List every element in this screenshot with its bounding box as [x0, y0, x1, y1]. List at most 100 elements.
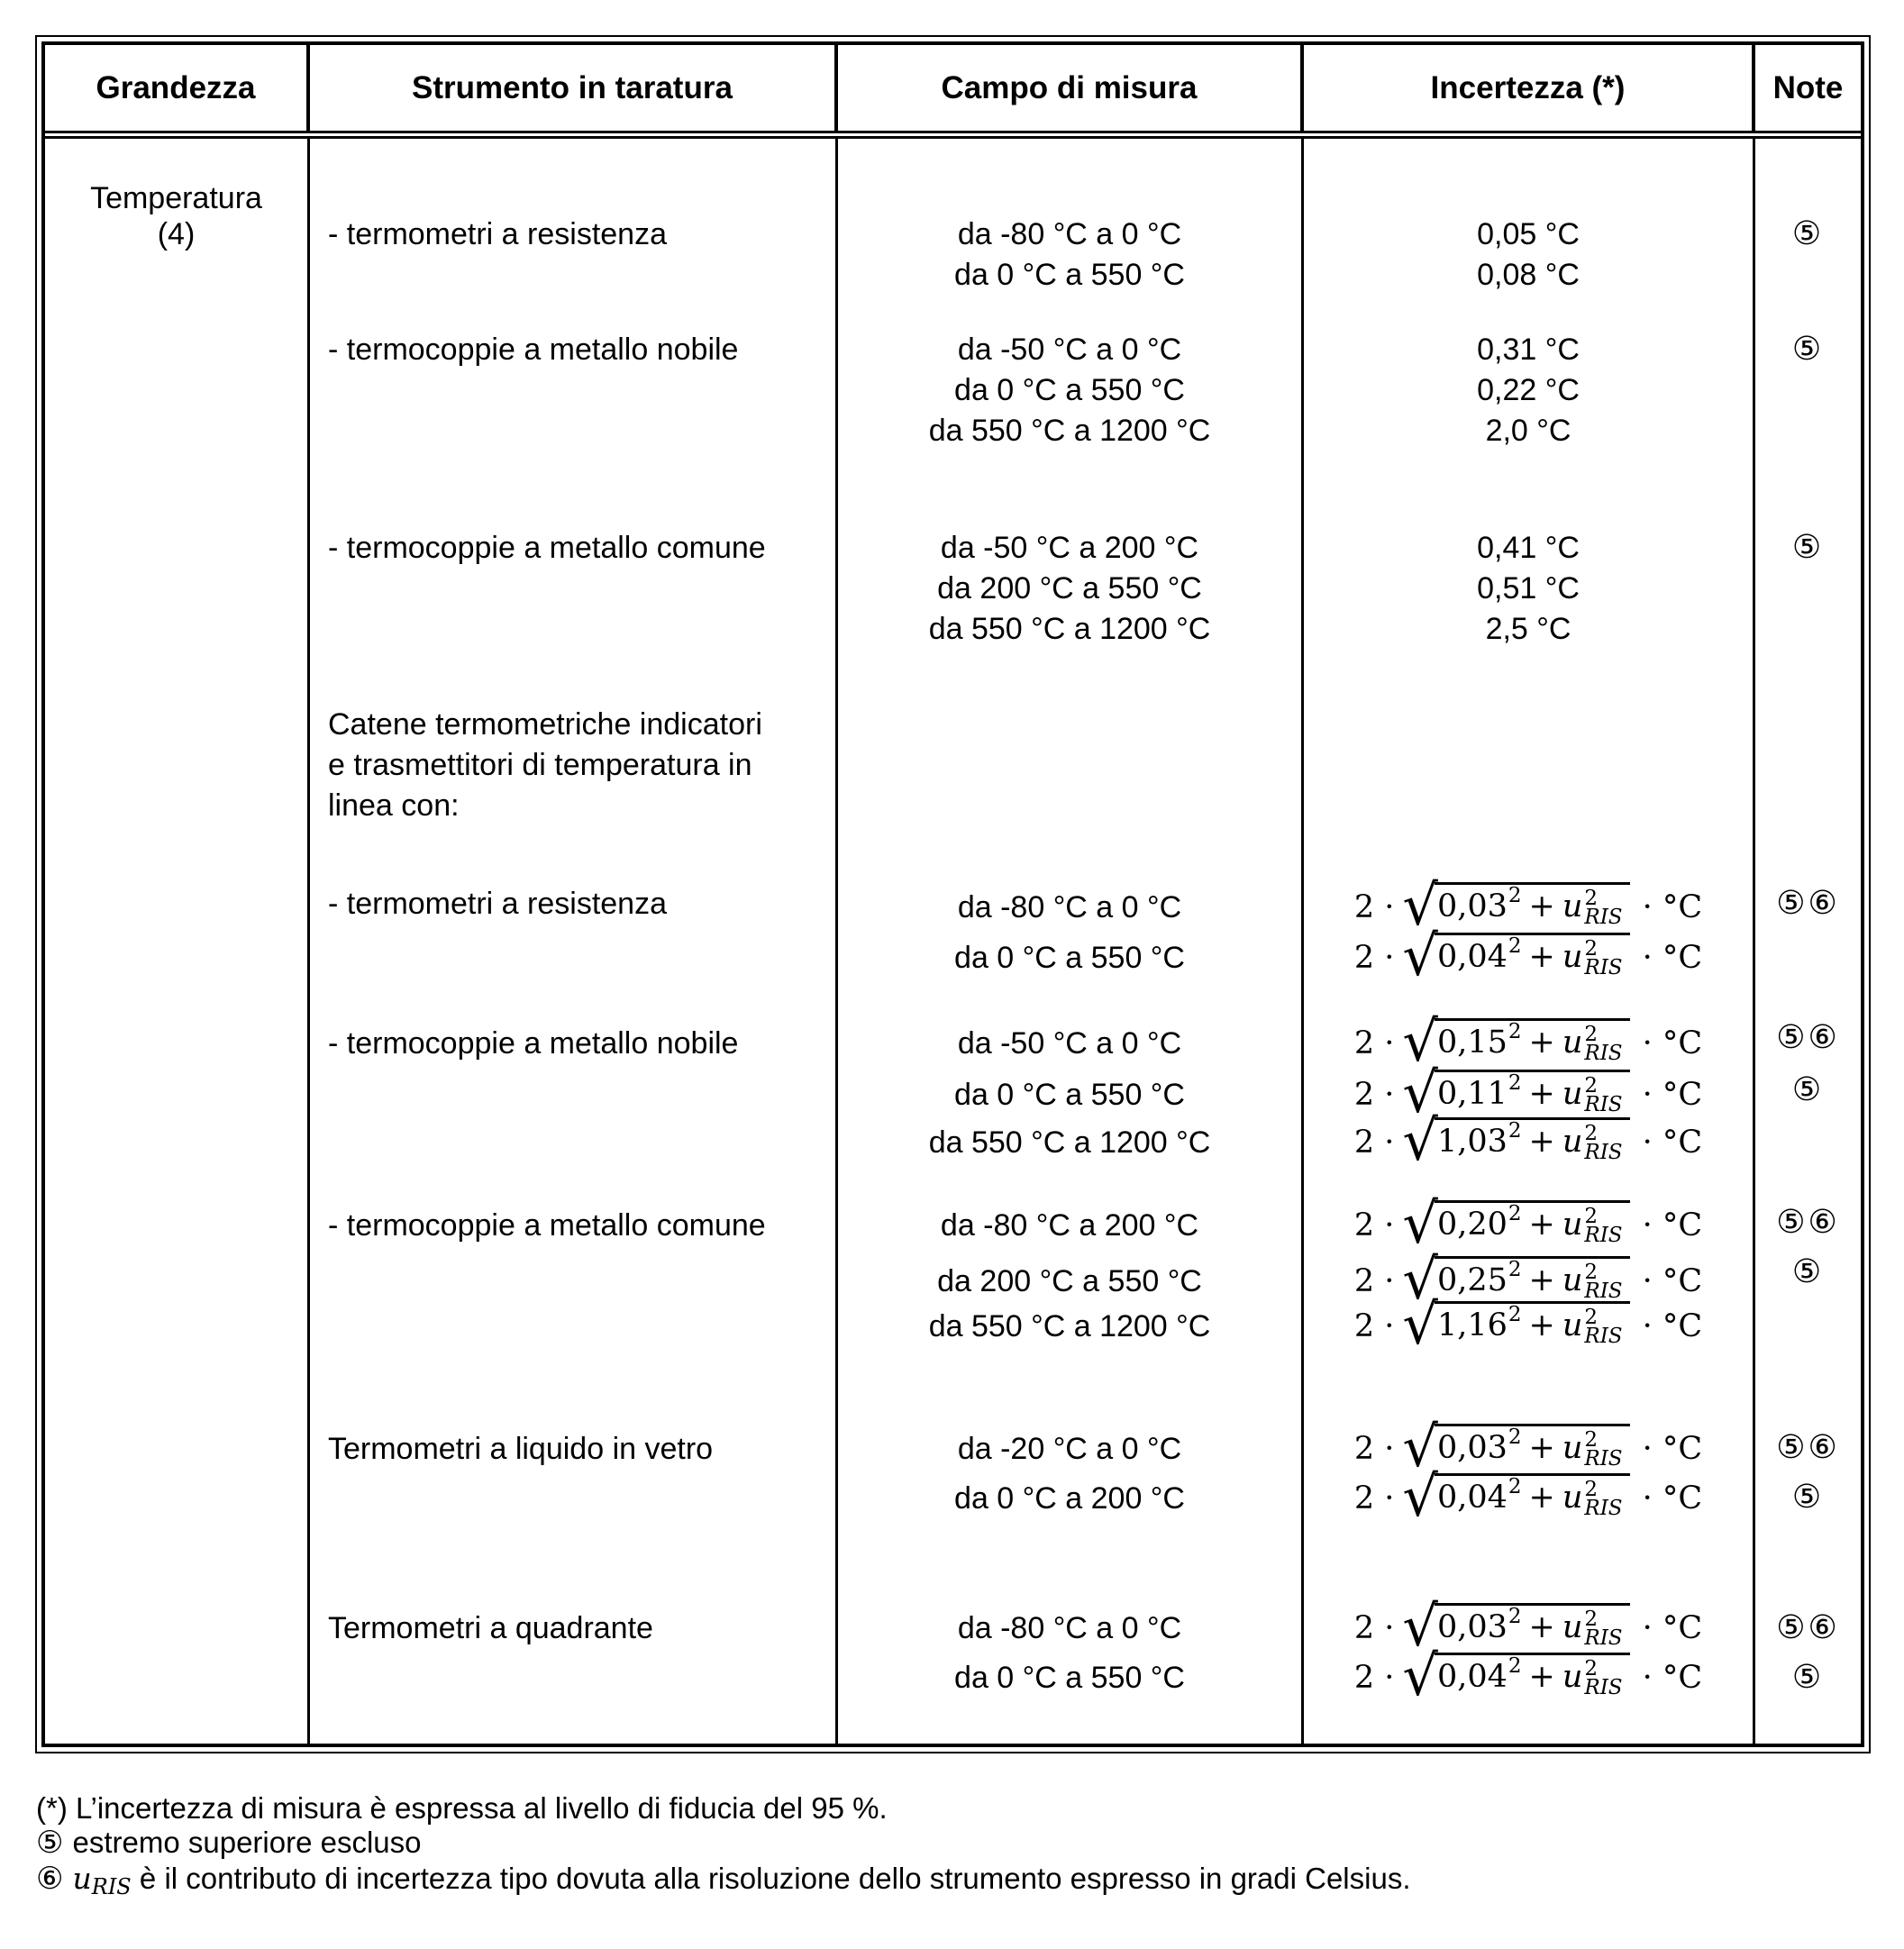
radical-sign-icon: √ [1402, 1643, 1438, 1708]
campo-line: da 550 °C a 1200 °C [928, 414, 1211, 448]
note-badge: ⑤ [1791, 1479, 1825, 1516]
plus-sign: + [1528, 1076, 1555, 1112]
u-sup-sub: 2 RIS [1584, 1659, 1623, 1699]
exponent: 2 [1508, 934, 1522, 958]
formula-coefficient: 2 · [1353, 1610, 1395, 1646]
strumento-label: - termocoppie a metallo comune [328, 1208, 766, 1243]
footnote-text: estremo superiore escluso [72, 1826, 422, 1859]
radical-sign-icon: √ [1402, 1593, 1438, 1659]
formula-coefficient: 2 · [1353, 1077, 1395, 1113]
u-subscript: RIS [1584, 1325, 1623, 1348]
note-badge: ⑤ [1791, 1659, 1825, 1696]
incertezza-value: 2,0 °C [1485, 414, 1571, 448]
u-symbol: u [1562, 1430, 1583, 1466]
u-symbol: u [1562, 939, 1583, 975]
grandezza-name: Temperatura [90, 181, 262, 215]
formula-coefficient: 2 · [1353, 1207, 1395, 1243]
u-symbol: u [1562, 1025, 1583, 1061]
plus-sign: + [1528, 1207, 1555, 1243]
incertezza-value: 2,5 °C [1485, 612, 1571, 646]
campo-line: da -80 °C a 0 °C [957, 1611, 1182, 1645]
strumento-label: Termometri a quadrante [328, 1611, 653, 1645]
uncertainty-formula: 2 · √ 0,20 2 + u 2 RIS · °C [1304, 1193, 1753, 1258]
calibration-table: Grandezza Strumento in taratura Campo di… [35, 35, 1871, 1753]
uncertainty-formula: 2 · √ 1,16 2 + u 2 RIS · °C [1304, 1294, 1753, 1359]
radical-sign-icon: √ [1402, 923, 1438, 988]
radical-sign-icon: √ [1402, 1414, 1438, 1480]
uncertainty-formula: 2 · √ 0,11 2 + u 2 RIS · °C [1304, 1062, 1753, 1127]
header-grandezza: Grandezza [45, 45, 310, 131]
plus-sign: + [1528, 1124, 1555, 1160]
column-note: ⑤ ⑤ ⑤ ⑤⑥ ⑤⑥ ⑤ ⑤⑥ ⑤ ⑤⑥ ⑤ ⑤⑥ ⑤ [1755, 139, 1861, 1744]
radical-sign-icon: √ [1402, 1246, 1438, 1312]
u-sup-sub: 2 RIS [1584, 939, 1622, 979]
radical-sign-icon: √ [1402, 1190, 1438, 1256]
square-root: √ 0,03 2 + u 2 RIS [1402, 1414, 1630, 1480]
footnote-text: è il contributo di incertezza tipo dovut… [131, 1862, 1411, 1895]
note-badge: ⑤⑥ [1776, 1204, 1840, 1241]
strumento-label: - termocoppie a metallo nobile [328, 332, 739, 367]
u-sup-sub: 2 RIS [1584, 1261, 1622, 1302]
u-sup-sub: 2 RIS [1584, 1207, 1622, 1246]
uncertainty-formula: 2 · √ 0,03 2 + u 2 RIS · °C [1304, 1596, 1753, 1661]
exponent: 2 [1508, 1654, 1522, 1678]
formula-unit: · °C [1642, 1207, 1703, 1243]
exponent: 2 [1508, 1202, 1522, 1225]
square-root: √ 0,25 2 + u 2 RIS [1402, 1246, 1630, 1312]
campo-line: da 550 °C a 1200 °C [928, 1309, 1211, 1343]
strumento-label: - termometri a resistenza [328, 887, 667, 921]
note-badge: ⑤⑥ [1776, 1019, 1840, 1056]
square-root: √ 0,11 2 + u 2 RIS [1402, 1060, 1630, 1125]
campo-line: da 0 °C a 200 °C [954, 1481, 1185, 1516]
square-root: √ 1,16 2 + u 2 RIS [1402, 1297, 1630, 1352]
radicand: 0,03 2 + u 2 RIS [1434, 1424, 1630, 1470]
u-exponent: 2 [1584, 1261, 1599, 1284]
catene-intro: Catene termometriche indicatori e trasme… [328, 707, 762, 823]
u-symbol: u [1562, 1609, 1583, 1645]
u-subscript: RIS [1584, 1497, 1623, 1520]
square-root: √ 0,20 2 + u 2 RIS [1402, 1190, 1630, 1256]
radicand: 0,25 2 + u 2 RIS [1434, 1256, 1630, 1302]
radicand: 0,03 2 + u 2 RIS [1434, 882, 1630, 928]
radical-sign-icon: √ [1402, 1060, 1438, 1125]
square-root: √ 0,04 2 + u 2 RIS [1402, 1643, 1630, 1708]
formula-unit: · °C [1642, 1610, 1703, 1646]
campo-line: da -50 °C a 200 °C [940, 531, 1199, 565]
footnote-5: ⑤ estremo superiore escluso [36, 1822, 422, 1863]
radicand: 0,15 2 + u 2 RIS [1434, 1018, 1630, 1064]
plus-sign: + [1528, 1307, 1555, 1343]
u-symbol: u [1562, 1659, 1583, 1695]
formula-unit: · °C [1642, 1431, 1703, 1467]
radicand: 0,04 2 + u 2 RIS [1434, 933, 1630, 979]
formula-unit: · °C [1642, 1263, 1703, 1299]
exponent: 2 [1508, 1020, 1522, 1043]
u-symbol: u [1562, 888, 1583, 924]
square-root: √ 0,04 2 + u 2 RIS [1402, 923, 1630, 988]
square-root: √ 1,03 2 + u 2 RIS [1402, 1113, 1630, 1169]
uncertainty-formula: 2 · √ 0,15 2 + u 2 RIS · °C [1304, 1011, 1753, 1076]
u-sup-sub: 2 RIS [1584, 1480, 1623, 1520]
note-badge: ⑤ [1791, 331, 1825, 368]
u-subscript: RIS [1584, 1676, 1623, 1699]
u-sup-sub: 2 RIS [1584, 1025, 1622, 1064]
square-root: √ 0,04 2 + u 2 RIS [1402, 1469, 1630, 1525]
campo-line: da 0 °C a 550 °C [954, 941, 1185, 975]
u-exponent: 2 [1584, 1074, 1599, 1097]
exponent: 2 [1508, 884, 1522, 907]
incertezza-value: 0,51 °C [1477, 571, 1580, 606]
radicand: 1,16 2 + u 2 RIS [1434, 1301, 1630, 1348]
incertezza-value: 0,31 °C [1477, 332, 1580, 367]
formula-unit: · °C [1642, 1660, 1703, 1696]
circled-5-icon: ⑤ [36, 1825, 64, 1861]
radicand: 0,04 2 + u 2 RIS [1434, 1653, 1630, 1699]
u-sup-sub: 2 RIS [1584, 1430, 1622, 1470]
exponent: 2 [1508, 1258, 1522, 1281]
plus-sign: + [1528, 1480, 1555, 1516]
campo-line: da 0 °C a 550 °C [954, 258, 1185, 292]
radicand-value: 0,03 [1436, 1430, 1508, 1466]
column-campo: da -80 °C a 0 °C da 0 °C a 550 °C da -50… [838, 139, 1304, 1744]
uncertainty-formula: 2 · √ 0,03 2 + u 2 RIS · °C [1304, 1416, 1753, 1481]
incertezza-value: 0,41 °C [1477, 531, 1580, 565]
radicand: 0,04 2 + u 2 RIS [1434, 1473, 1630, 1520]
square-root: √ 0,03 2 + u 2 RIS [1402, 1593, 1630, 1659]
